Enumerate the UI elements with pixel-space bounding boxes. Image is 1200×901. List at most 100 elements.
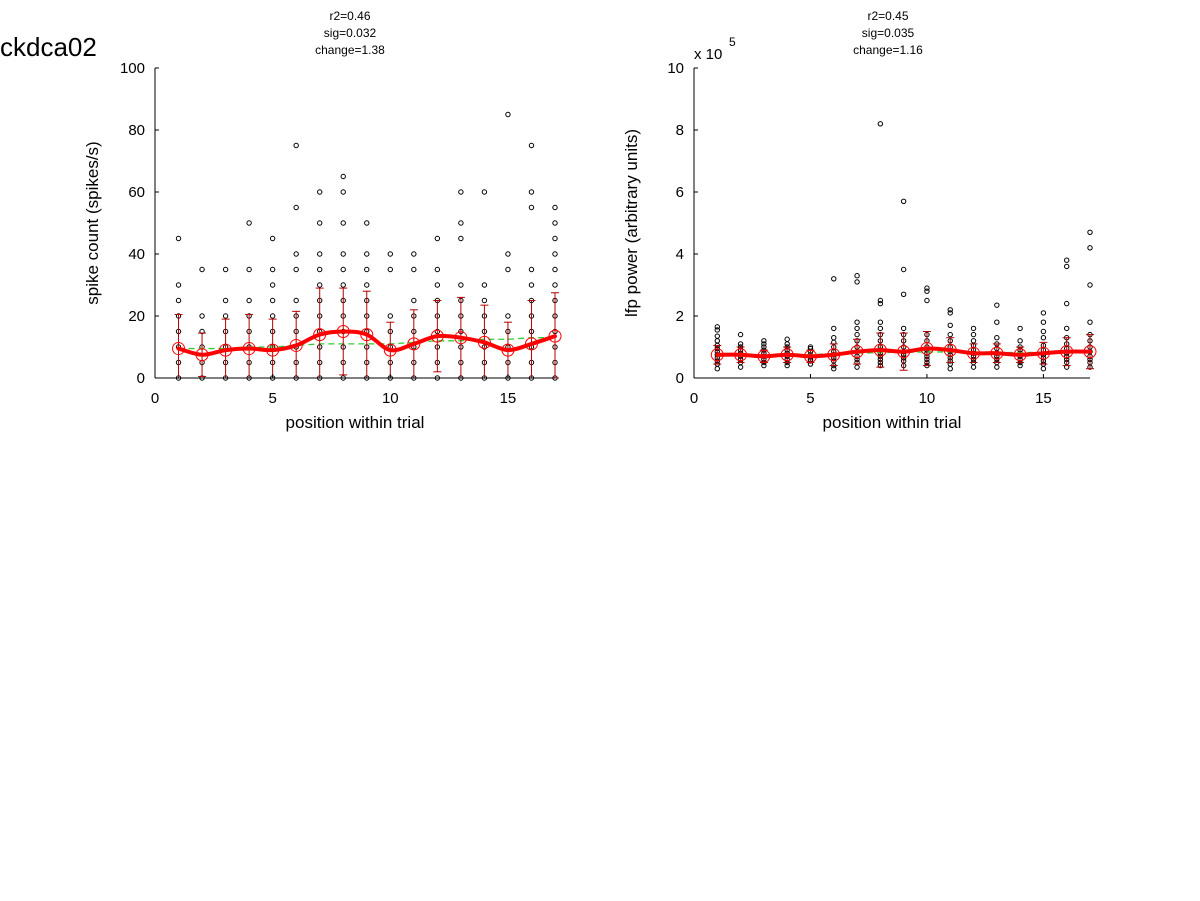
observation-point	[761, 362, 767, 369]
observation-point	[340, 266, 346, 273]
observation-point	[364, 220, 370, 226]
stat-line: change=1.16	[853, 43, 923, 57]
y-tick-label: 8	[676, 122, 684, 139]
mean-marker	[289, 338, 303, 352]
mean-markers	[710, 342, 1097, 363]
observation-point	[947, 310, 953, 316]
observation-point	[505, 266, 511, 273]
observation-point	[458, 235, 464, 242]
observation-point	[1087, 319, 1093, 325]
observation-point	[317, 266, 323, 273]
mean-marker	[757, 349, 771, 363]
y-tick-label: 80	[128, 122, 145, 139]
y-tick-label: 60	[128, 184, 145, 201]
observation-point	[481, 297, 488, 304]
y-tick-label: 0	[137, 370, 145, 387]
observation-point	[175, 235, 182, 242]
mean-marker	[336, 325, 350, 338]
observation-point	[1064, 325, 1070, 332]
y-tick-label: 4	[676, 246, 684, 263]
observation-point	[1017, 362, 1023, 369]
y-tick-label: 0	[676, 370, 684, 387]
observation-point	[900, 291, 907, 297]
observation-point	[831, 276, 837, 282]
observation-point	[1064, 257, 1070, 263]
mean-marker	[943, 343, 957, 357]
mean-marker	[524, 337, 538, 351]
observation-point	[387, 313, 393, 319]
mean-marker	[897, 345, 911, 359]
observation-point	[340, 173, 346, 180]
observation-point	[877, 300, 884, 307]
observation-point	[528, 266, 535, 273]
mean-marker	[195, 348, 209, 362]
x-tick-label: 15	[500, 390, 517, 407]
stat-line: sig=0.035	[862, 26, 915, 40]
mean-marker	[430, 329, 444, 343]
observation-point	[269, 235, 276, 242]
observation-point	[947, 331, 953, 338]
observation-point	[900, 325, 907, 332]
observation-point	[552, 204, 558, 211]
observation-point	[222, 297, 229, 304]
mean-markers	[172, 325, 562, 362]
observation-point	[1087, 229, 1093, 236]
mean-marker	[873, 343, 887, 357]
observation-point	[970, 338, 977, 344]
y-tick-label: 6	[676, 184, 684, 201]
observation-point	[831, 335, 837, 341]
observation-point	[246, 297, 252, 304]
observation-point	[458, 282, 464, 288]
observation-point	[364, 266, 370, 273]
observation-point	[387, 266, 393, 273]
observation-point	[317, 282, 323, 288]
observation-point	[269, 297, 276, 304]
observation-point	[458, 189, 464, 195]
mean-line	[176, 329, 557, 357]
observation-point	[269, 282, 276, 288]
observation-point	[1040, 319, 1047, 325]
observation-point	[411, 251, 417, 257]
lfp-power-panel: r2=0.45 sig=0.035 change=1.16 0 5 10 15 0 2 4 6 8 10…	[622, 9, 1097, 432]
observation-point	[761, 338, 767, 344]
observation-point	[505, 111, 511, 118]
stat-line: change=1.38	[315, 43, 385, 57]
observation-point	[340, 189, 346, 195]
mean-marker	[477, 335, 491, 349]
observation-point	[199, 266, 205, 273]
observation-point	[1064, 300, 1070, 307]
observation-point	[994, 302, 1000, 308]
observation-point	[434, 266, 441, 273]
x-tick-label: 5	[806, 390, 814, 407]
x-axis-label: position within trial	[823, 413, 962, 432]
observation-point	[340, 220, 346, 226]
observation-point	[994, 335, 1000, 341]
mean-marker	[827, 348, 841, 362]
observation-point	[877, 297, 884, 304]
y-tick-label: 10	[667, 60, 684, 77]
mean-marker	[172, 342, 186, 356]
stat-line: sig=0.032	[324, 26, 377, 40]
x-tick-label: 5	[268, 390, 276, 407]
observation-point	[854, 325, 860, 332]
observation-point	[784, 362, 790, 369]
observation-point	[293, 142, 299, 149]
mean-marker	[1013, 348, 1027, 362]
y-axis-label: lfp power (arbitrary units)	[622, 129, 641, 317]
mean-marker	[850, 345, 864, 359]
observation-point	[528, 142, 535, 149]
spike-count-panel: r2=0.46 sig=0.032 change=1.38 0 5 10 15 0 20 40 60…	[83, 9, 562, 432]
observation-point	[947, 322, 953, 328]
mean-marker	[407, 337, 421, 351]
mean-line	[715, 346, 1092, 359]
observation-point	[1040, 310, 1047, 316]
mean-marker	[266, 343, 280, 357]
observation-point	[854, 319, 860, 325]
observation-point	[293, 204, 299, 211]
observation-point	[761, 344, 767, 350]
observation-point	[317, 251, 323, 257]
x-tick-label: 10	[919, 390, 936, 407]
observation-point	[877, 325, 884, 332]
mean-marker	[1083, 345, 1097, 359]
